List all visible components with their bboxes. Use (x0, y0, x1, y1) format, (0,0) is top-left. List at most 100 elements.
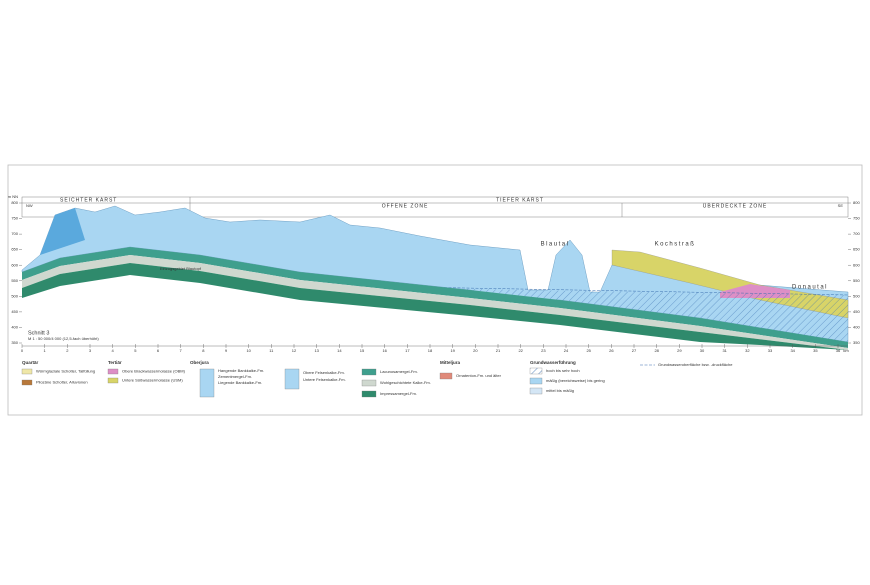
elevation-label: 700 (853, 231, 860, 236)
km-label: 35 (813, 348, 818, 353)
impressamergel (22, 263, 848, 350)
km-label: 22 (518, 348, 523, 353)
section-scale: M 1 : 50 000/4 000 (12,5-fach überhöht) (28, 336, 99, 341)
axes: 0 1 2 3 4 5 6 7 8 9 10 11 12 13 14 15 16 17 18 19 20 21 22 23 24… (8, 194, 861, 353)
km-label: 36 (836, 348, 841, 353)
elevation-unit: m NN (8, 194, 18, 199)
km-label: 32 (745, 348, 750, 353)
elevation-label: 750 (853, 216, 860, 221)
place: Donautal (792, 285, 828, 291)
km-label: 27 (632, 348, 637, 353)
elevation-label: 600 (11, 262, 18, 267)
km-label: 2 (66, 348, 69, 353)
legend-item: Würmglaziale Schotter, Talfüllung (36, 369, 95, 374)
elevation-label: 600 (853, 262, 860, 267)
elevation-label: 500 (853, 293, 860, 298)
elevation-label: 800 (853, 200, 860, 205)
oberjura-upper (40, 208, 85, 255)
km-label: 13 (314, 348, 319, 353)
legend-item: mäßig (bereichsweise) bis gering (546, 378, 605, 383)
header-frame (21, 196, 849, 218)
km-label: 18 (428, 348, 433, 353)
legend-item: Impressamergel-Fm. (380, 391, 417, 396)
km-label: 10 (246, 348, 251, 353)
km-label: 0 (21, 348, 24, 353)
km-label: 12 (292, 348, 297, 353)
elevation-label: 650 (11, 247, 18, 252)
legend-item: Obere Brackwassermolasse (OBM) (122, 369, 186, 374)
km-label: 23 (541, 348, 546, 353)
km-label: 11 (269, 348, 274, 353)
elevation-label: 350 (11, 340, 18, 345)
km-label: 30 (700, 348, 705, 353)
km-label: 26 (609, 348, 614, 353)
legend-title: Quartär (22, 360, 39, 365)
place: Kochstraß (655, 242, 696, 248)
km-label: 31 (722, 348, 727, 353)
km-label: 1 (44, 348, 47, 353)
zone-label: SEICHTER KARST (60, 197, 117, 203)
km-label: 24 (564, 348, 569, 353)
legend-item: Untere Süßwassermolasse (USM) (122, 378, 183, 383)
km-label: 9 (225, 348, 228, 353)
direction: NW (26, 203, 33, 208)
lacunosamergel (22, 247, 848, 348)
km-label: 4 (112, 348, 115, 353)
elevation-label: 650 (853, 247, 860, 252)
km-label: 29 (677, 348, 682, 353)
zone-label: OFFENE ZONE (382, 203, 429, 209)
legend-item: Lacunosamergel-Fm. (380, 369, 418, 374)
elevation-label: 700 (11, 231, 18, 236)
km-label: 21 (496, 348, 501, 353)
km-label: 14 (337, 348, 342, 353)
elevation-label: 450 (11, 309, 18, 314)
elevation-label: 450 (853, 309, 860, 314)
elevation-label: 550 (11, 278, 18, 283)
zone-label: TIEFER KARST (496, 197, 544, 203)
groundwater-zone (300, 280, 848, 342)
wohlgeschichtete-kalke (22, 255, 848, 350)
km-label: 20 (473, 348, 478, 353)
km-label: 25 (586, 348, 591, 353)
km-label: 8 (202, 348, 205, 353)
legend-item: mittel bis mäßig (546, 388, 574, 393)
km-label: 5 (134, 348, 137, 353)
km-label: 6 (157, 348, 160, 353)
elevation-label: 550 (853, 278, 860, 283)
elevation-label: 750 (11, 216, 18, 221)
legend-title: Oberjura (190, 360, 209, 365)
legend-title: Grundwasserführung (530, 360, 576, 365)
km-label: 33 (768, 348, 773, 353)
km-label: 15 (360, 348, 365, 353)
legend-item: hoch bis sehr hoch (546, 368, 580, 373)
elevation-label: 400 (11, 325, 18, 330)
legend-item: Ornatenton-Fm. und älter (456, 373, 502, 378)
km-label: 19 (450, 348, 455, 353)
elevation-label: 400 (853, 325, 860, 330)
km-label: 17 (405, 348, 410, 353)
legend-title: Mitteljura (440, 360, 460, 365)
direction: SE (838, 203, 844, 208)
legend-item: Pliozäne Schotter, Alluvionen (36, 380, 88, 385)
legend-item: Hangende Bankkalke-Fm. (218, 368, 264, 373)
elevation-label: 500 (11, 293, 18, 298)
km-label: 28 (654, 348, 659, 353)
km-label: 34 (790, 348, 795, 353)
zone-label: ÜBERDECKTE ZONE (703, 202, 767, 209)
km-label: 16 (382, 348, 387, 353)
catchment-label: Einzugsgebiet Blautopf (160, 266, 202, 271)
km-unit: km (843, 348, 849, 353)
legend-item: Wohlgeschichtete Kalke-Fm. (380, 380, 431, 385)
legend-item: Grundwasseroberfläche bzw. -druckfläche (658, 362, 733, 367)
km-label: 7 (180, 348, 183, 353)
legend-item: Zementmergel-Fm. (218, 374, 252, 379)
elevation-label: 350 (853, 340, 860, 345)
elevation-label: 800 (11, 200, 18, 205)
legend-item: Obere Felsenkalke-Fm. (303, 370, 345, 375)
section-title: Schnitt 3 (28, 330, 49, 336)
place: Blautal (541, 242, 570, 248)
km-label: 3 (89, 348, 92, 353)
legend-title: Tertiär (108, 360, 122, 365)
legend-item: Untere Felsenkalke-Fm. (303, 377, 346, 382)
